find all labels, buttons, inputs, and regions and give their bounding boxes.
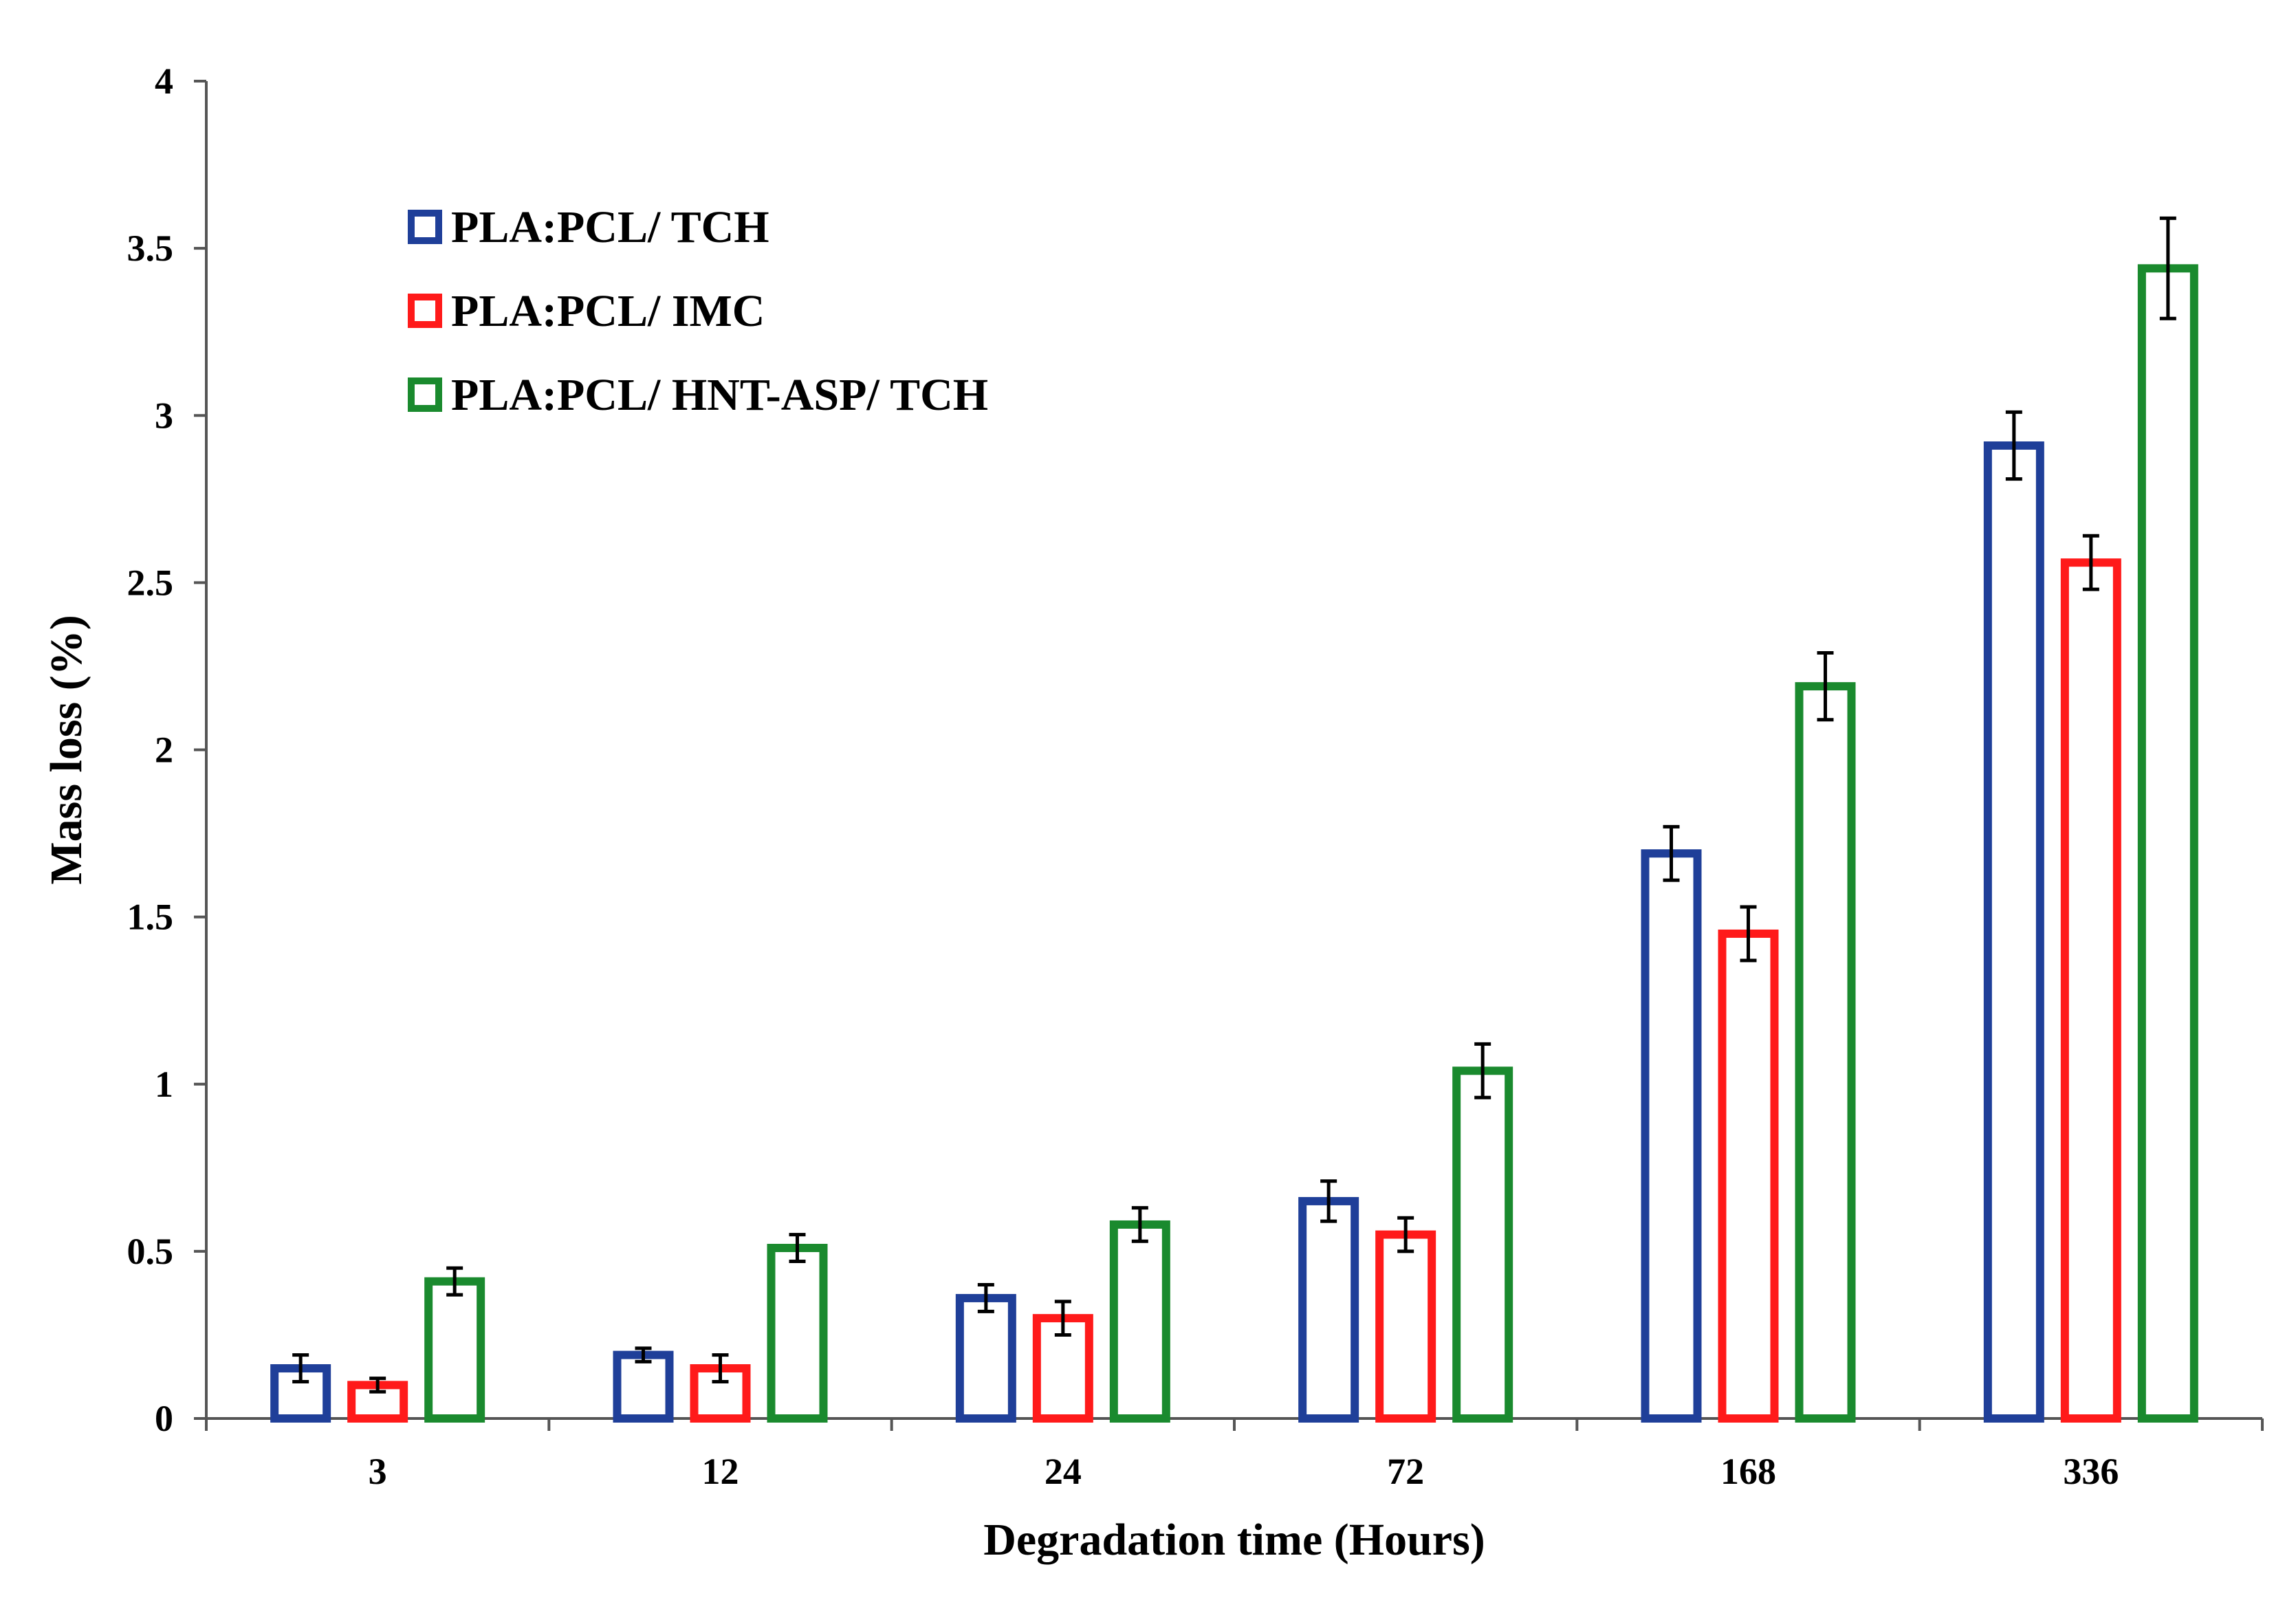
legend-label: PLA:PCL/ IMC [451, 286, 765, 336]
x-tick-label: 3 [369, 1451, 387, 1492]
x-ticks: 3 12 24 72 168 336 [205, 1418, 2264, 1492]
y-tick-label: 2 [155, 730, 173, 771]
bar [1983, 441, 2044, 1423]
y-axis-title: Mass loss (%) [41, 615, 91, 884]
bar [424, 1277, 485, 1423]
bar [767, 1244, 828, 1423]
y-tick-label: 4 [155, 61, 173, 102]
bars-layer [270, 264, 2198, 1423]
legend-swatch [408, 210, 442, 244]
bar [613, 1350, 674, 1423]
bar [1298, 1196, 1359, 1423]
bar [2060, 558, 2121, 1423]
x-tick-label: 24 [1045, 1451, 1082, 1492]
legend-swatch [408, 377, 442, 412]
x-tick-label: 12 [702, 1451, 739, 1492]
x-tick-label: 336 [2063, 1451, 2119, 1492]
x-tick-label: 72 [1387, 1451, 1424, 1492]
bar [1718, 929, 1779, 1423]
y-tick-label: 3 [155, 395, 173, 436]
y-tick-label: 1 [155, 1064, 173, 1105]
x-tick-label: 168 [1720, 1451, 1776, 1492]
bar [1795, 682, 1856, 1423]
bar [1452, 1066, 1513, 1423]
x-axis-title: Degradation time (Hours) [983, 1515, 1485, 1565]
legend-swatch [408, 294, 442, 328]
axes-layer [205, 81, 2262, 1420]
error-bars-layer [292, 216, 2176, 1394]
bar [1641, 849, 1702, 1423]
bar [2137, 264, 2198, 1423]
bar [955, 1293, 1016, 1423]
legend-label: PLA:PCL/ HNT-ASP/ TCH [451, 370, 988, 420]
y-tick-label: 0.5 [127, 1231, 174, 1272]
y-tick-label: 1.5 [127, 897, 174, 938]
y-tick-label: 3.5 [127, 228, 174, 269]
y-tick-label: 2.5 [127, 562, 174, 603]
legend: PLA:PCL/ TCH PLA:PCL/ IMC PLA:PCL/ HNT-ASP… [408, 202, 988, 420]
y-ticks: 0 0.5 1 1.5 2 2.5 3 3.5 4 [127, 61, 206, 1439]
legend-label: PLA:PCL/ TCH [451, 202, 769, 252]
bar [1109, 1220, 1170, 1423]
y-tick-label: 0 [155, 1398, 173, 1439]
bar [1375, 1230, 1436, 1423]
